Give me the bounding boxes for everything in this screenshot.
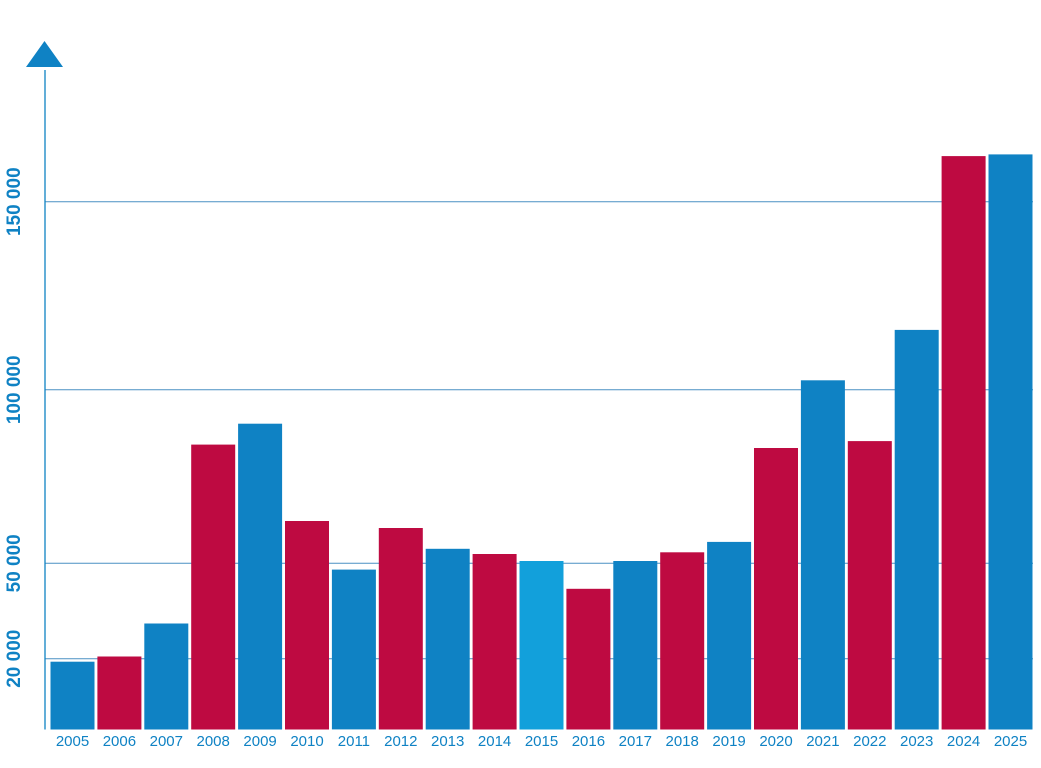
svg-text:2025: 2025 — [994, 733, 1027, 750]
svg-text:2017: 2017 — [619, 733, 652, 750]
svg-text:2016: 2016 — [572, 733, 605, 750]
svg-text:2021: 2021 — [806, 733, 839, 750]
svg-text:50 000: 50 000 — [4, 534, 25, 592]
svg-text:2012: 2012 — [384, 733, 417, 750]
svg-text:2020: 2020 — [759, 733, 792, 750]
svg-text:2019: 2019 — [712, 733, 745, 750]
svg-text:2010: 2010 — [290, 733, 323, 750]
svg-text:2015: 2015 — [525, 733, 558, 750]
svg-text:100 000: 100 000 — [4, 355, 25, 424]
svg-text:2023: 2023 — [900, 733, 933, 750]
svg-text:2008: 2008 — [197, 733, 230, 750]
svg-text:20 000: 20 000 — [4, 630, 25, 688]
svg-text:2014: 2014 — [478, 733, 511, 750]
svg-text:2018: 2018 — [666, 733, 699, 750]
svg-text:2022: 2022 — [853, 733, 886, 750]
svg-text:2011: 2011 — [338, 733, 370, 750]
svg-text:2005: 2005 — [56, 733, 89, 750]
svg-text:2013: 2013 — [431, 733, 464, 750]
svg-text:2007: 2007 — [150, 733, 183, 750]
svg-text:150 000: 150 000 — [4, 167, 25, 236]
svg-text:2024: 2024 — [947, 733, 980, 750]
svg-text:2006: 2006 — [103, 733, 136, 750]
svg-text:2009: 2009 — [243, 733, 276, 750]
